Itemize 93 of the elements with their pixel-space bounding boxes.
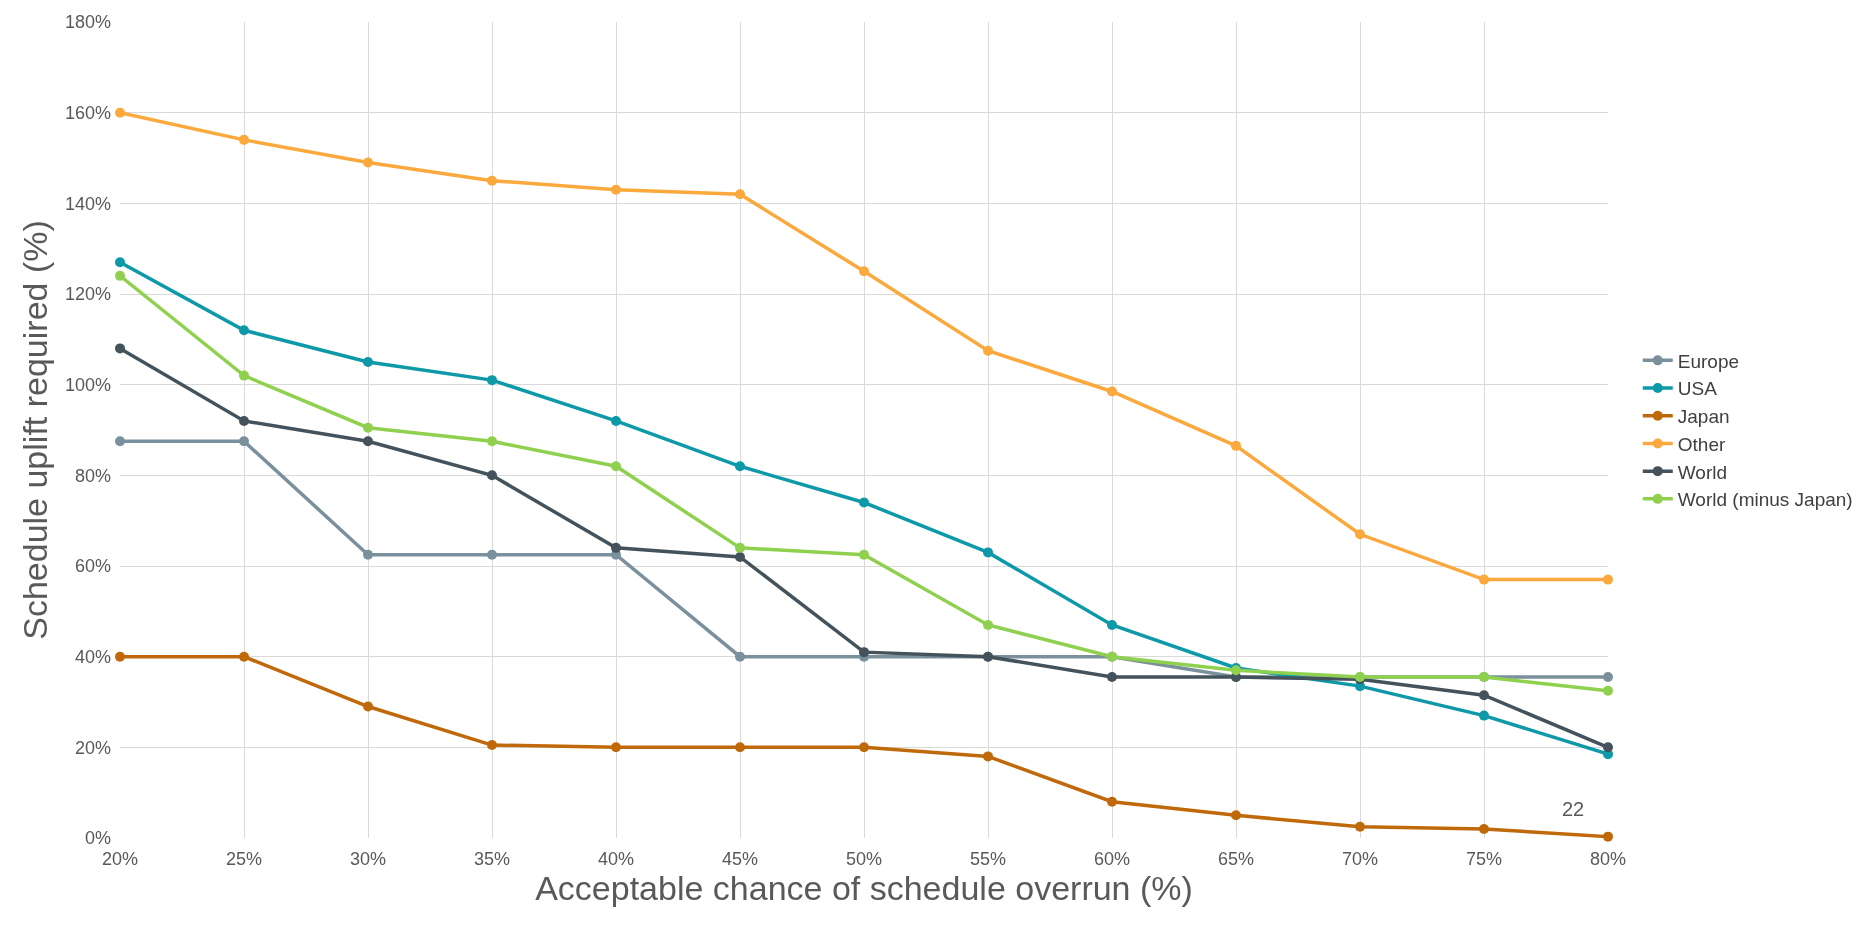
point: [859, 497, 869, 508]
point: [1603, 672, 1613, 683]
point: [1479, 710, 1489, 721]
point: [735, 551, 745, 562]
point: [115, 651, 125, 662]
y-tick-label: 100%: [64, 374, 111, 395]
point: [487, 436, 497, 447]
point: [1603, 831, 1613, 842]
point: [735, 189, 745, 200]
point: [859, 266, 869, 277]
point: [735, 742, 745, 753]
point: [1479, 690, 1489, 701]
point: [363, 422, 373, 433]
point: [1231, 440, 1241, 451]
point: [363, 436, 373, 447]
x-tick-label: 75%: [1465, 849, 1503, 869]
point: [115, 436, 125, 447]
point: [115, 343, 125, 354]
point: [1603, 574, 1613, 585]
y-tick-label: 40%: [74, 646, 111, 667]
point: [363, 157, 373, 168]
point: [1107, 796, 1117, 807]
point: [983, 345, 993, 356]
point: [115, 270, 125, 281]
x-tick-label: 55%: [969, 849, 1007, 869]
point: [487, 375, 497, 386]
point: [1355, 529, 1365, 540]
point: [611, 461, 621, 472]
legend-label: Japan: [1677, 406, 1730, 428]
point: [239, 325, 249, 336]
annotation: 22: [1562, 798, 1585, 820]
legend-label: Other: [1677, 433, 1726, 455]
x-tick-label: 35%: [473, 849, 511, 869]
point: [1479, 823, 1489, 834]
x-tick-label: 60%: [1093, 849, 1131, 869]
point: [487, 175, 497, 186]
point: [1231, 810, 1241, 821]
point: [363, 357, 373, 367]
point: [611, 184, 621, 195]
point: [115, 107, 125, 118]
point: [363, 549, 373, 560]
x-tick-label: 45%: [721, 849, 759, 869]
point: [239, 370, 249, 381]
y-tick-label: 120%: [64, 284, 111, 305]
x-tick-label: 25%: [225, 849, 263, 869]
x-tick-label: 50%: [845, 849, 883, 869]
point: [239, 651, 249, 662]
y-tick-label: 160%: [64, 102, 111, 123]
y-tick-label: 80%: [74, 465, 111, 486]
x-tick-label: 20%: [101, 849, 139, 869]
point: [735, 461, 745, 472]
y-tick-label: 180%: [64, 12, 111, 33]
x-axis-title: Acceptable chance of schedule overrun (%): [535, 869, 1193, 907]
point: [239, 436, 249, 447]
x-tick-label: 40%: [597, 849, 635, 869]
legend-label: World (minus Japan): [1677, 489, 1853, 511]
x-tick-label: 65%: [1217, 849, 1255, 869]
point: [735, 651, 745, 662]
point: [735, 542, 745, 553]
point: [1603, 742, 1613, 753]
point: [983, 547, 993, 558]
x-tick-label: 80%: [1589, 849, 1627, 869]
point: [1355, 821, 1365, 832]
y-tick-label: 140%: [64, 193, 111, 214]
point: [1107, 386, 1117, 397]
point: [363, 701, 373, 712]
point: [859, 647, 869, 658]
x-tick-label: 30%: [349, 849, 387, 869]
legend-label: World: [1677, 461, 1728, 483]
point: [859, 742, 869, 753]
point: [1107, 619, 1117, 630]
y-axis-title: Schedule uplift required (%): [15, 220, 54, 640]
point: [611, 542, 621, 553]
point: [611, 415, 621, 426]
point: [859, 549, 869, 560]
y-tick-label: 60%: [74, 556, 111, 577]
point: [611, 742, 621, 753]
point: [1107, 672, 1117, 683]
y-tick-label: 0%: [84, 828, 111, 849]
x-tick-label: 70%: [1341, 849, 1379, 869]
point: [115, 257, 125, 268]
legend-label: USA: [1677, 378, 1718, 400]
point: [983, 751, 993, 762]
point: [1479, 574, 1489, 585]
point: [1603, 685, 1613, 696]
point: [983, 619, 993, 630]
y-tick-label: 20%: [74, 737, 111, 758]
point: [487, 470, 497, 481]
point: [487, 549, 497, 560]
legend-label: Europe: [1677, 350, 1740, 372]
point: [239, 134, 249, 145]
point: [239, 415, 249, 426]
point: [487, 740, 497, 751]
